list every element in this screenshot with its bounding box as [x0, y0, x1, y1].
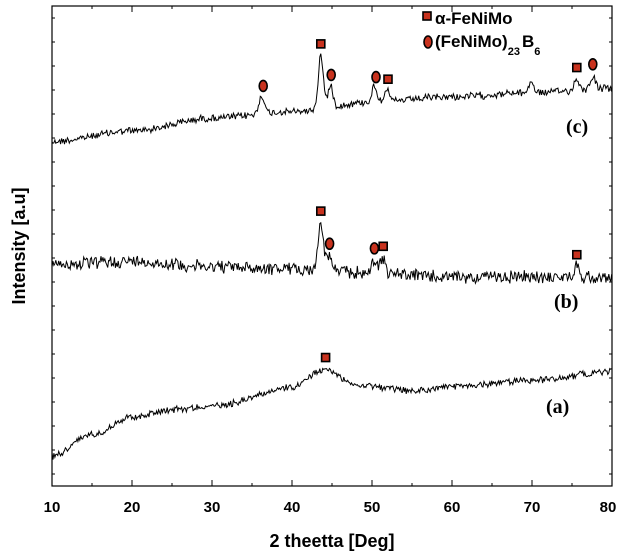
phase-marker-circle: [258, 79, 269, 93]
legend: α-FeNiMo (FeNiMo)23B6: [422, 9, 540, 58]
legend-label-boride-main: (FeNiMo): [435, 32, 508, 51]
phase-marker-circle: [371, 70, 381, 84]
phase-marker-square: [315, 39, 326, 49]
series-layer: [51, 53, 613, 460]
x-tick-label: 40: [284, 499, 301, 516]
phase-marker-circle: [326, 68, 337, 82]
phase-marker-circle: [324, 237, 335, 251]
legend-label-boride-sub1: 23: [508, 46, 520, 58]
x-tick-labels: 10 20 30 40 50 60 70 80: [44, 499, 617, 516]
x-tick-label: 30: [204, 499, 221, 516]
legend-label-boride-mid: B: [522, 32, 534, 51]
axis-ticks: [51, 6, 613, 486]
phase-marker-square: [571, 249, 582, 260]
y-axis-title: Intensity [a.u]: [9, 187, 29, 304]
marker-layer: [258, 39, 598, 363]
legend-label-alpha: α-FeNiMo: [435, 9, 513, 28]
phase-marker-square: [571, 62, 582, 73]
series-label-b: (b): [554, 291, 578, 313]
phase-marker-square: [383, 74, 393, 84]
legend-square-marker: [422, 11, 432, 21]
x-axis-title: 2 theetta [Deg]: [269, 531, 394, 551]
x-tick-label: 70: [524, 499, 541, 516]
phase-marker-circle: [369, 242, 380, 255]
series-label-c: (c): [566, 116, 588, 138]
legend-label-boride: (FeNiMo)23B6: [435, 32, 540, 58]
phase-marker-square: [320, 352, 331, 363]
x-tick-label: 20: [124, 499, 141, 516]
phase-marker-circle: [587, 57, 598, 71]
x-tick-label: 50: [364, 499, 381, 516]
legend-circle-marker: [423, 35, 433, 49]
series-line-a: [51, 367, 612, 460]
series-line-b: [51, 221, 613, 285]
x-tick-label: 60: [444, 499, 461, 516]
series-line-c: [51, 53, 613, 145]
phase-marker-square: [378, 241, 389, 252]
x-tick-label: 80: [600, 499, 617, 516]
phase-marker-square: [315, 206, 326, 216]
x-tick-label: 10: [44, 499, 61, 516]
series-label-a: (a): [546, 396, 569, 418]
legend-label-boride-sub2: 6: [534, 46, 540, 58]
